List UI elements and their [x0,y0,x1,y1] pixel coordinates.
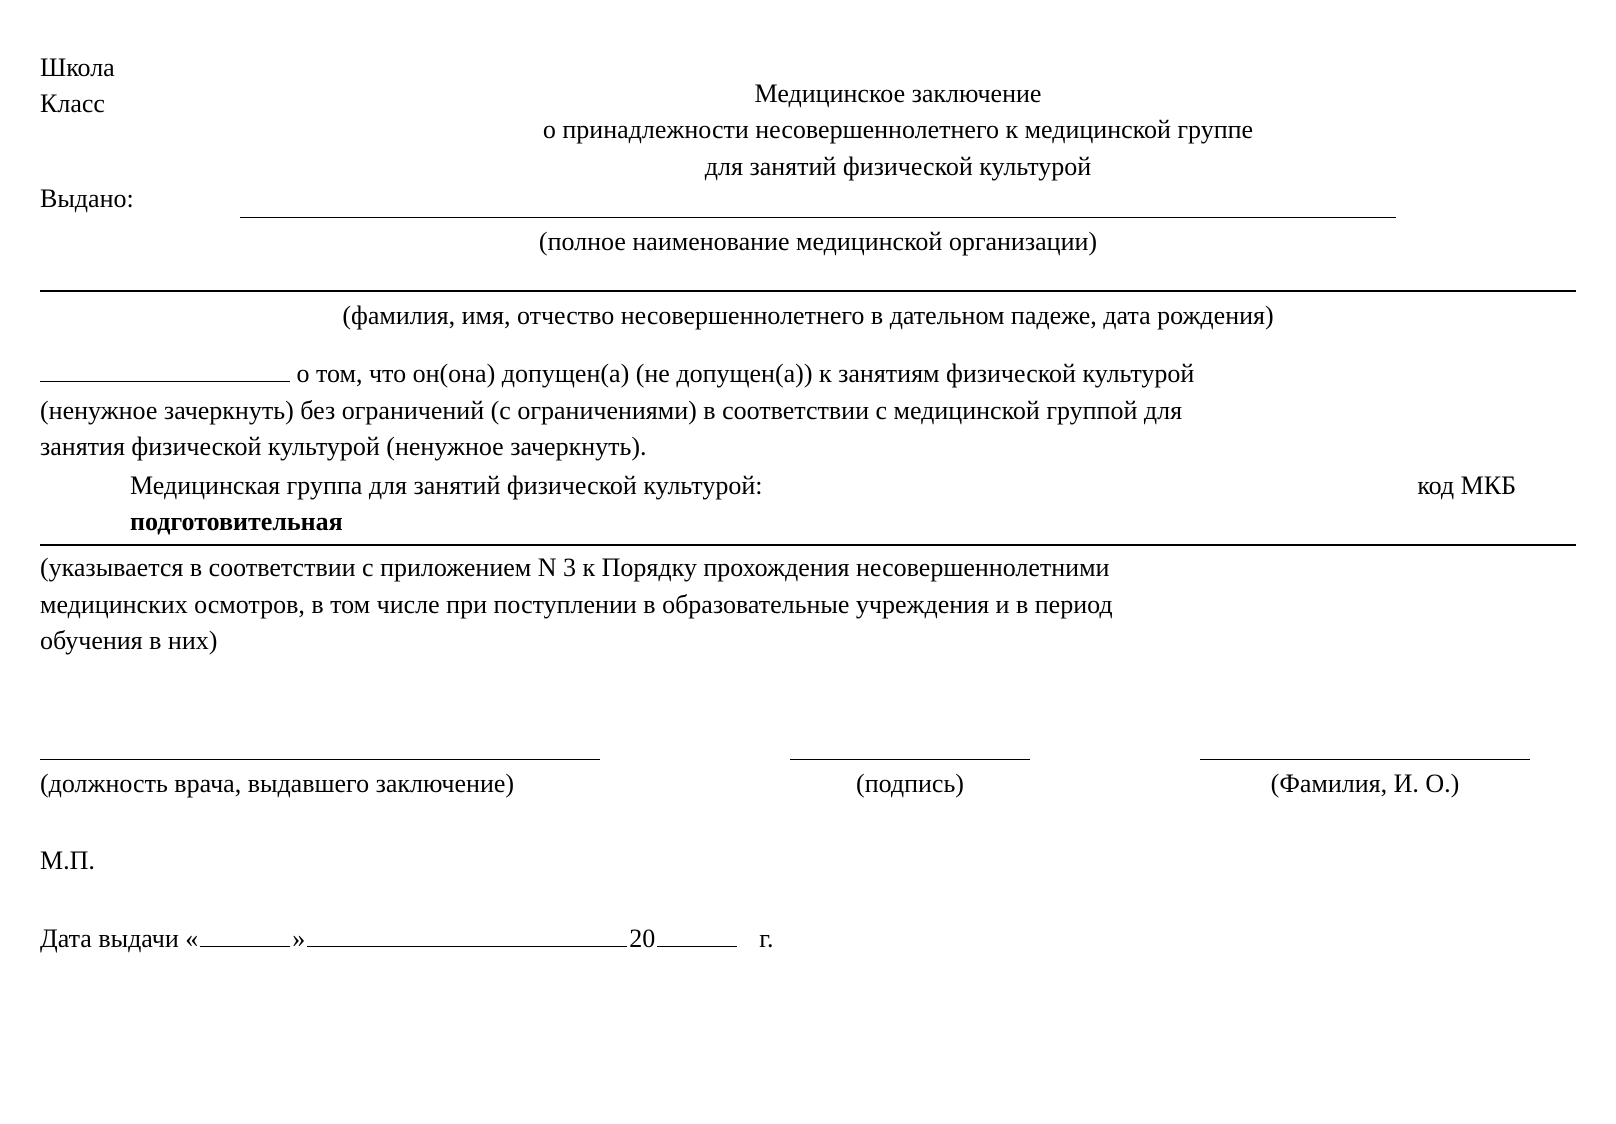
note-line-1: (указывается в соответствии с приложение… [40,550,1576,586]
issued-row: Выдано: [40,181,1576,217]
sig-gap-2 [1085,759,1145,802]
fio-rule [40,290,1576,292]
header-row: Школа Класс Медицинское заключение о при… [40,50,1576,185]
title-line-1: Медицинское заключение [220,76,1576,112]
org-name-field[interactable] [240,192,1396,218]
mkb-code-label: код МКБ [1417,468,1576,504]
signature-caption: (подпись) [790,766,1030,802]
date-row: Дата выдачи « » 20 г. [40,921,1576,957]
title-line-3: для занятий физической культурой [220,149,1576,185]
doctor-position-field[interactable] [40,759,600,760]
body-paragraph: о том, что он(она) допущен(а) (не допуще… [40,356,1576,465]
medical-group-label: Медицинская группа для занятий физическо… [40,468,762,504]
body-line-3: занятия физической культурой (ненужное з… [40,429,1576,465]
sig-col-position: (должность врача, выдавшего заключение) [40,759,600,802]
date-day-field[interactable] [200,946,290,947]
date-year-field[interactable] [657,946,737,947]
sig-col-sign: (подпись) [790,759,1030,802]
date-century: 20 [629,921,655,957]
signature-row: (должность врача, выдавшего заключение) … [40,759,1576,802]
date-mid: » [292,921,305,957]
date-month-field[interactable] [307,946,627,947]
note-line-2: медицинских осмотров, в том числе при по… [40,587,1576,623]
medical-group-value: подготовительная [40,504,1576,540]
org-name-caption: (полное наименование медицинской организ… [240,224,1396,260]
top-left-labels: Школа Класс [40,50,220,123]
doctor-name-field[interactable] [1200,759,1530,760]
date-prefix: Дата выдачи « [40,921,198,957]
note-line-3: обучения в них) [40,623,1576,659]
body-line-1-text: о том, что он(она) допущен(а) (не допуще… [290,359,1194,388]
school-label: Школа [40,50,220,86]
medical-group-row: Медицинская группа для занятий физическо… [40,468,1576,504]
date-suffix: г. [759,921,773,957]
sig-gap-1 [655,759,735,802]
body-line-2: (ненужное зачеркнуть) без ограничений (с… [40,393,1576,429]
stamp-label: М.П. [40,843,1576,879]
issued-label: Выдано: [40,181,240,217]
class-label: Класс [40,86,220,122]
title-block: Медицинское заключение о принадлежности … [220,50,1576,185]
sig-col-name: (Фамилия, И. О.) [1200,759,1530,802]
body-line-1: о том, что он(она) допущен(а) (не допуще… [40,356,1576,392]
doctor-name-caption: (Фамилия, И. О.) [1200,766,1530,802]
note-block: (указывается в соответствии с приложение… [40,550,1576,659]
title-line-2: о принадлежности несовершеннолетнего к м… [220,112,1576,148]
body-blank-field[interactable] [40,381,290,382]
signature-field[interactable] [790,759,1030,760]
fio-caption: (фамилия, имя, отчество несовершеннолетн… [40,298,1576,334]
group-rule [40,544,1576,546]
doctor-position-caption: (должность врача, выдавшего заключение) [40,766,600,802]
